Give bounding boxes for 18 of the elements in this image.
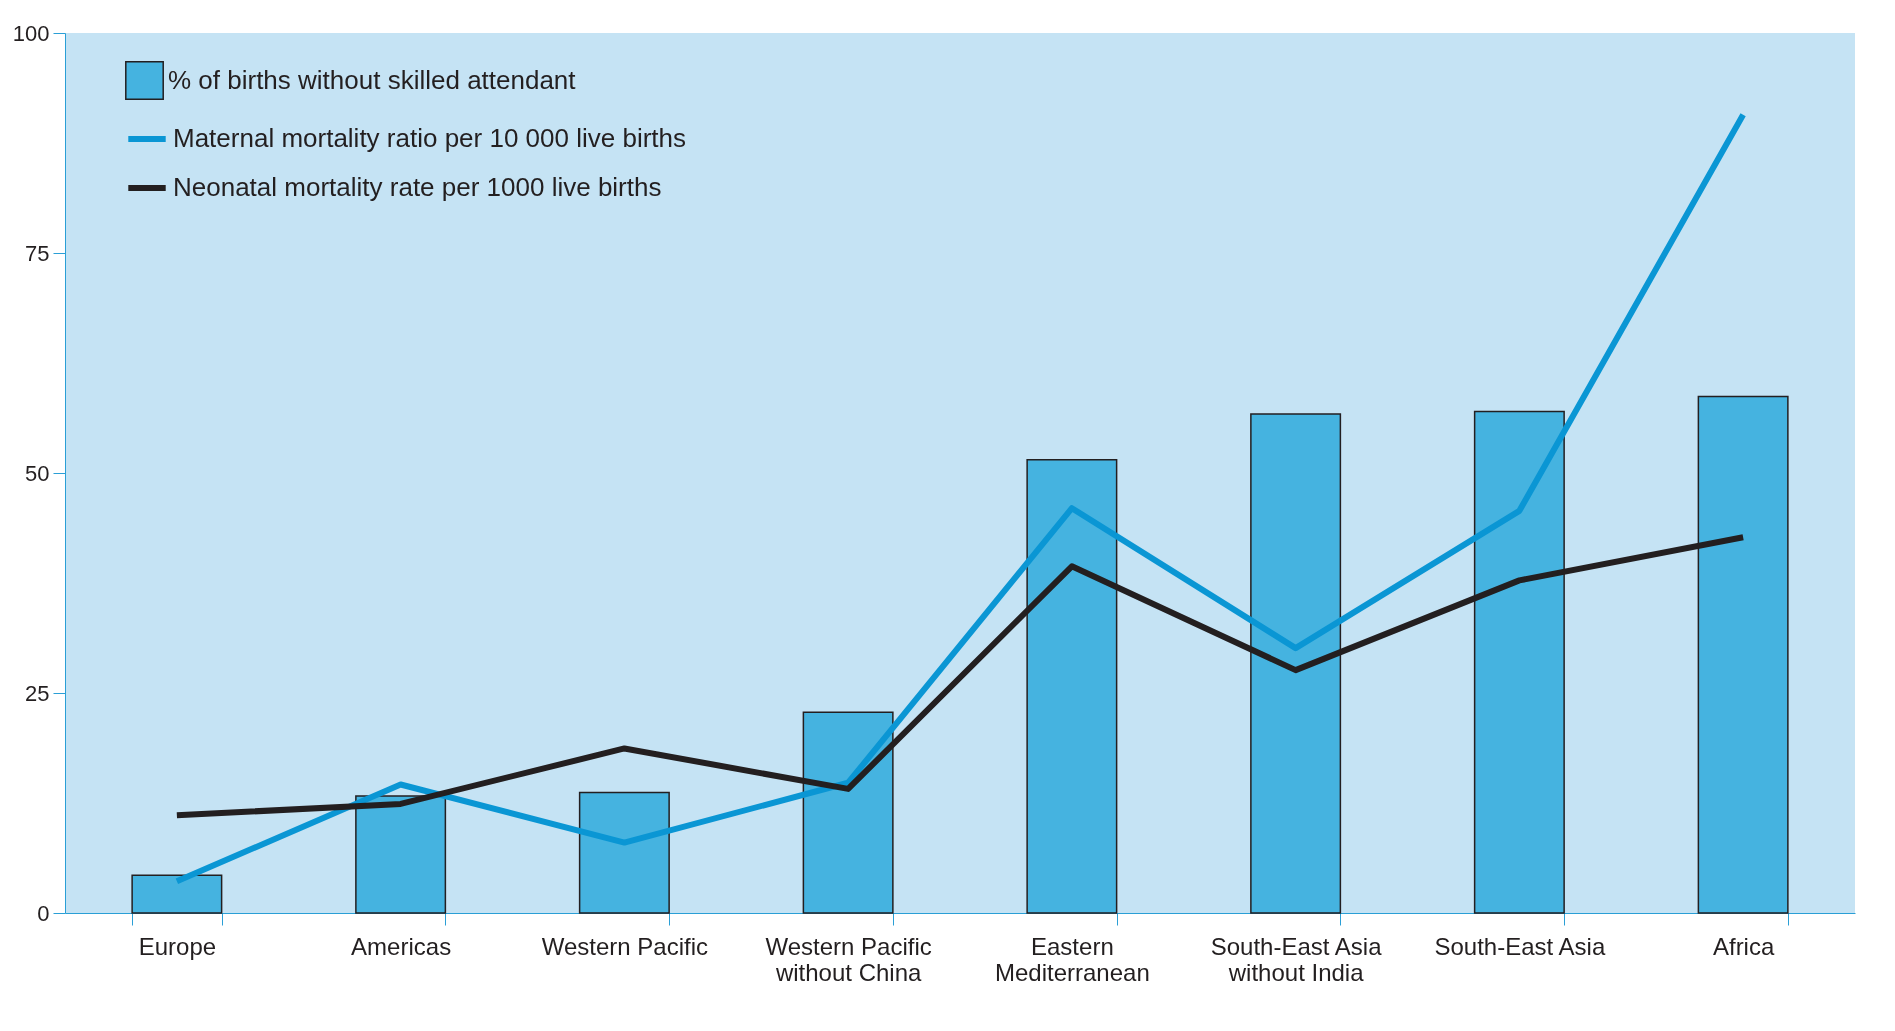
legend-label: Neonatal mortality rate per 1000 live births bbox=[173, 172, 662, 202]
x-tick-label: Western Pacific without China bbox=[765, 932, 932, 986]
y-tick-label: 25 bbox=[25, 680, 50, 706]
x-tick-label: South-East Asia bbox=[1434, 932, 1606, 960]
y-tick-label: 75 bbox=[25, 240, 50, 266]
y-tick-label: 0 bbox=[37, 900, 50, 926]
bar bbox=[131, 874, 223, 914]
x-tick-label: Americas bbox=[351, 932, 452, 960]
x-tick-label: Western Pacific bbox=[541, 932, 709, 960]
legend-label: Maternal mortality ratio per 10 000 live births bbox=[173, 123, 687, 153]
x-tick-label: South-East Asia without India bbox=[1210, 932, 1383, 986]
y-tick-label: 50 bbox=[25, 460, 50, 486]
legend-label: % of births without skilled attendant bbox=[168, 64, 577, 95]
x-tick-label: Africa bbox=[1712, 932, 1775, 960]
x-tick-label: Eastern Mediterranean bbox=[994, 932, 1150, 986]
x-tick-label: Europe bbox=[138, 932, 217, 960]
bar bbox=[578, 791, 670, 914]
y-tick-label: 100 bbox=[12, 20, 50, 46]
